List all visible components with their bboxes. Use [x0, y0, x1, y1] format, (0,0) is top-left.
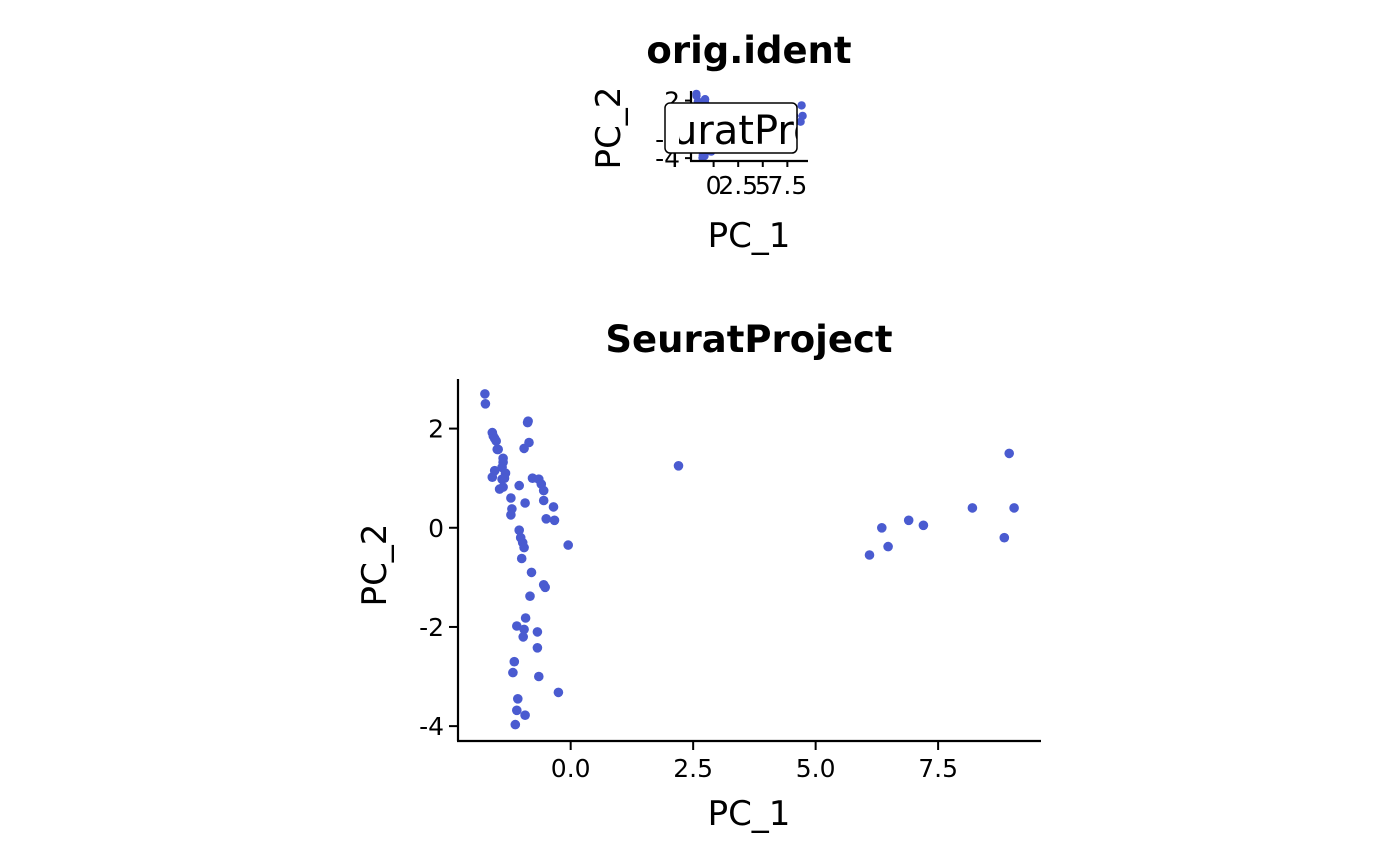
data-point — [510, 719, 521, 730]
data-point — [487, 472, 498, 483]
panel-2-x-axis-title: PC_1 — [708, 794, 791, 834]
panel-orig-ident: orig.ident 20-2-4 02.557.5 SeuratProject… — [589, 29, 891, 256]
data-point — [541, 514, 551, 524]
panel-1-legend-box — [664, 102, 798, 154]
x-tick-label: 0 — [706, 171, 722, 200]
data-point — [480, 399, 491, 409]
panel-1-legend-label: SeuratProject — [622, 108, 891, 154]
panel-2-title: SeuratProject — [605, 318, 892, 361]
x-tick-label: 7.5 — [918, 754, 958, 783]
data-point — [506, 510, 516, 520]
y-tick-label: 2 — [428, 415, 444, 444]
y-tick-label: -4 — [419, 712, 444, 741]
data-point — [798, 111, 807, 121]
data-point — [534, 671, 544, 682]
data-point — [877, 523, 887, 533]
data-point — [519, 624, 529, 635]
data-point — [520, 613, 531, 623]
data-point — [519, 542, 529, 553]
data-point — [513, 694, 523, 704]
data-point — [903, 515, 914, 526]
data-point — [864, 550, 875, 560]
x-tick-label: 5 — [755, 171, 771, 200]
data-point — [498, 482, 508, 492]
data-point — [516, 553, 527, 564]
data-point — [524, 437, 534, 448]
data-point — [918, 520, 929, 531]
data-point — [514, 525, 524, 535]
panel-1-x-axis-title: PC_1 — [708, 216, 791, 256]
data-point — [549, 515, 560, 526]
data-point — [506, 493, 516, 503]
x-tick-label: 5.0 — [796, 754, 836, 783]
panel-1-title: orig.ident — [646, 29, 851, 72]
data-point — [883, 541, 893, 552]
data-point — [497, 474, 507, 485]
data-point — [548, 502, 559, 512]
data-point — [532, 643, 543, 653]
panel-2-x-ticks: 0.0 2.5 5.0 7.5 — [551, 741, 958, 783]
data-point — [563, 540, 573, 550]
data-point — [512, 705, 522, 716]
data-point — [480, 389, 490, 399]
x-tick-label: 2.5 — [718, 171, 758, 200]
data-point — [1004, 448, 1014, 459]
data-point — [508, 667, 518, 678]
data-point — [522, 417, 533, 428]
data-point — [493, 444, 504, 455]
data-point — [797, 101, 806, 110]
data-point — [520, 710, 530, 720]
data-point — [673, 461, 684, 471]
y-tick-label: 0 — [428, 514, 444, 543]
panel-1-legend: SeuratProject — [622, 102, 891, 154]
data-point — [999, 532, 1010, 543]
data-point — [538, 485, 549, 496]
data-point — [514, 480, 524, 491]
data-point — [525, 591, 535, 601]
data-point — [1009, 503, 1019, 513]
data-point — [553, 687, 564, 698]
panel-1-x-ticks: 02.557.5 — [706, 161, 807, 200]
data-point — [538, 495, 549, 506]
panel-seurat-project: SeuratProject 2 0 -2 -4 0.0 2.5 5.0 7.5 PC_1 P… — [355, 318, 1041, 834]
panel-2-points — [480, 389, 1019, 730]
y-tick-label: -2 — [419, 613, 444, 642]
data-point — [509, 656, 520, 667]
data-point — [540, 582, 550, 593]
data-point — [532, 627, 543, 637]
data-point — [512, 621, 522, 631]
panel-1-y-axis-title: PC_2 — [589, 87, 629, 170]
x-tick-label: 7.5 — [767, 171, 807, 200]
x-tick-label: 2.5 — [673, 754, 713, 783]
data-point — [526, 567, 537, 578]
data-point — [520, 498, 530, 508]
x-tick-label: 0.0 — [551, 754, 591, 783]
data-point — [491, 436, 502, 446]
data-point — [967, 503, 978, 513]
data-point — [518, 632, 528, 642]
panel-2-y-ticks: 2 0 -2 -4 — [419, 415, 458, 741]
panel-2-y-axis-title: PC_2 — [355, 524, 395, 607]
